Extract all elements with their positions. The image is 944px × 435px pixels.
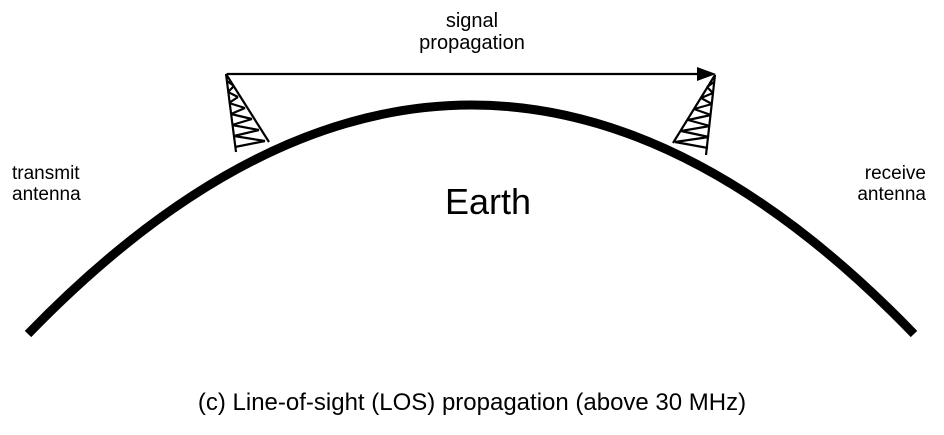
earth-label: Earth [444, 181, 532, 222]
transmit-antenna-label: transmit antenna [12, 163, 81, 206]
transmit-label-line-2: antenna [12, 184, 81, 206]
signal-propagation-label: signal propagation [372, 10, 572, 55]
earth-surface-arc [24, 100, 918, 338]
receive-label-line-2: antenna [857, 184, 926, 206]
receive-antenna-tower-icon [672, 74, 717, 156]
signal-label-line-2: propagation [419, 32, 525, 55]
arrowhead-icon [697, 67, 716, 81]
transmit-antenna-tower-icon [224, 73, 270, 153]
signal-label-line-1: signal [445, 10, 499, 32]
receive-antenna-label: receive antenna [857, 163, 926, 206]
receive-label-line-1: receive [864, 163, 926, 184]
figure-caption: (c) Line-of-sight (LOS) propagation (abo… [197, 389, 747, 416]
transmit-label-line-1: transmit [12, 163, 80, 184]
